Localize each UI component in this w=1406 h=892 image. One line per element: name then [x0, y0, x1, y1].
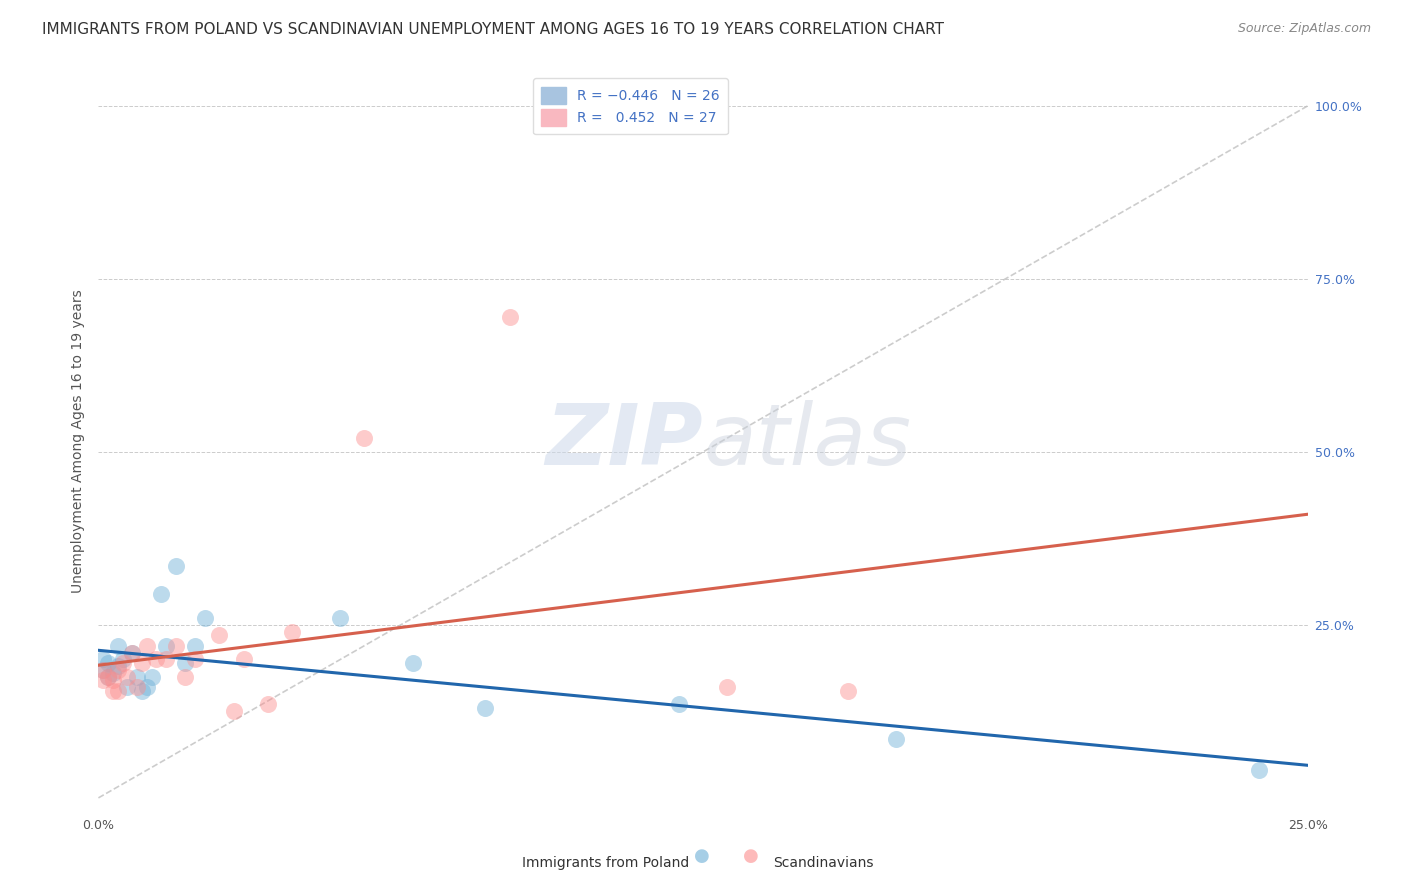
- Point: [97, 670, 120, 684]
- Point: [111, 652, 134, 666]
- Point: [222, 705, 245, 719]
- Text: Scandinavians: Scandinavians: [773, 855, 873, 870]
- Text: IMMIGRANTS FROM POLAND VS SCANDINAVIAN UNEMPLOYMENT AMONG AGES 16 TO 19 YEARS CO: IMMIGRANTS FROM POLAND VS SCANDINAVIAN U…: [42, 22, 945, 37]
- Point: [155, 652, 177, 666]
- Point: [150, 587, 173, 601]
- Point: [127, 680, 149, 694]
- Point: [194, 611, 217, 625]
- Point: [329, 611, 352, 625]
- Text: Source: ZipAtlas.com: Source: ZipAtlas.com: [1237, 22, 1371, 36]
- Point: [135, 680, 157, 694]
- Point: [174, 670, 197, 684]
- Point: [91, 652, 114, 666]
- Point: [716, 680, 738, 694]
- Point: [101, 666, 124, 681]
- Point: [127, 670, 149, 684]
- Point: [131, 656, 153, 670]
- Point: [91, 663, 114, 677]
- Y-axis label: Unemployment Among Ages 16 to 19 years: Unemployment Among Ages 16 to 19 years: [70, 290, 84, 593]
- Point: [474, 701, 496, 715]
- Point: [184, 652, 207, 666]
- Point: [131, 683, 153, 698]
- Point: [668, 698, 690, 712]
- Point: [107, 683, 129, 698]
- Point: [886, 732, 908, 747]
- Text: atlas: atlas: [703, 400, 911, 483]
- Point: [837, 683, 859, 698]
- Point: [117, 670, 139, 684]
- Point: [97, 670, 120, 684]
- Text: Immigrants from Poland: Immigrants from Poland: [522, 855, 689, 870]
- Text: ●: ●: [744, 847, 759, 865]
- Point: [498, 310, 520, 324]
- Point: [135, 639, 157, 653]
- Point: [141, 670, 163, 684]
- Point: [155, 639, 177, 653]
- Point: [353, 431, 375, 445]
- Point: [121, 646, 143, 660]
- Legend: R = −0.446   N = 26, R =   0.452   N = 27: R = −0.446 N = 26, R = 0.452 N = 27: [533, 78, 728, 135]
- Point: [101, 673, 124, 688]
- Point: [208, 628, 231, 642]
- Point: [402, 656, 425, 670]
- Point: [91, 663, 114, 677]
- Text: ●: ●: [695, 847, 710, 865]
- Point: [111, 656, 134, 670]
- Point: [184, 639, 207, 653]
- Point: [97, 656, 120, 670]
- Point: [256, 698, 278, 712]
- Point: [107, 663, 129, 677]
- Point: [107, 639, 129, 653]
- Point: [281, 624, 304, 639]
- Point: [117, 680, 139, 694]
- Point: [174, 656, 197, 670]
- Text: ZIP: ZIP: [546, 400, 703, 483]
- Point: [107, 659, 129, 673]
- Point: [91, 673, 114, 688]
- Point: [1249, 763, 1271, 777]
- Point: [232, 652, 254, 666]
- Point: [121, 646, 143, 660]
- Point: [165, 559, 187, 574]
- Point: [101, 683, 124, 698]
- Point: [145, 652, 167, 666]
- Point: [165, 639, 187, 653]
